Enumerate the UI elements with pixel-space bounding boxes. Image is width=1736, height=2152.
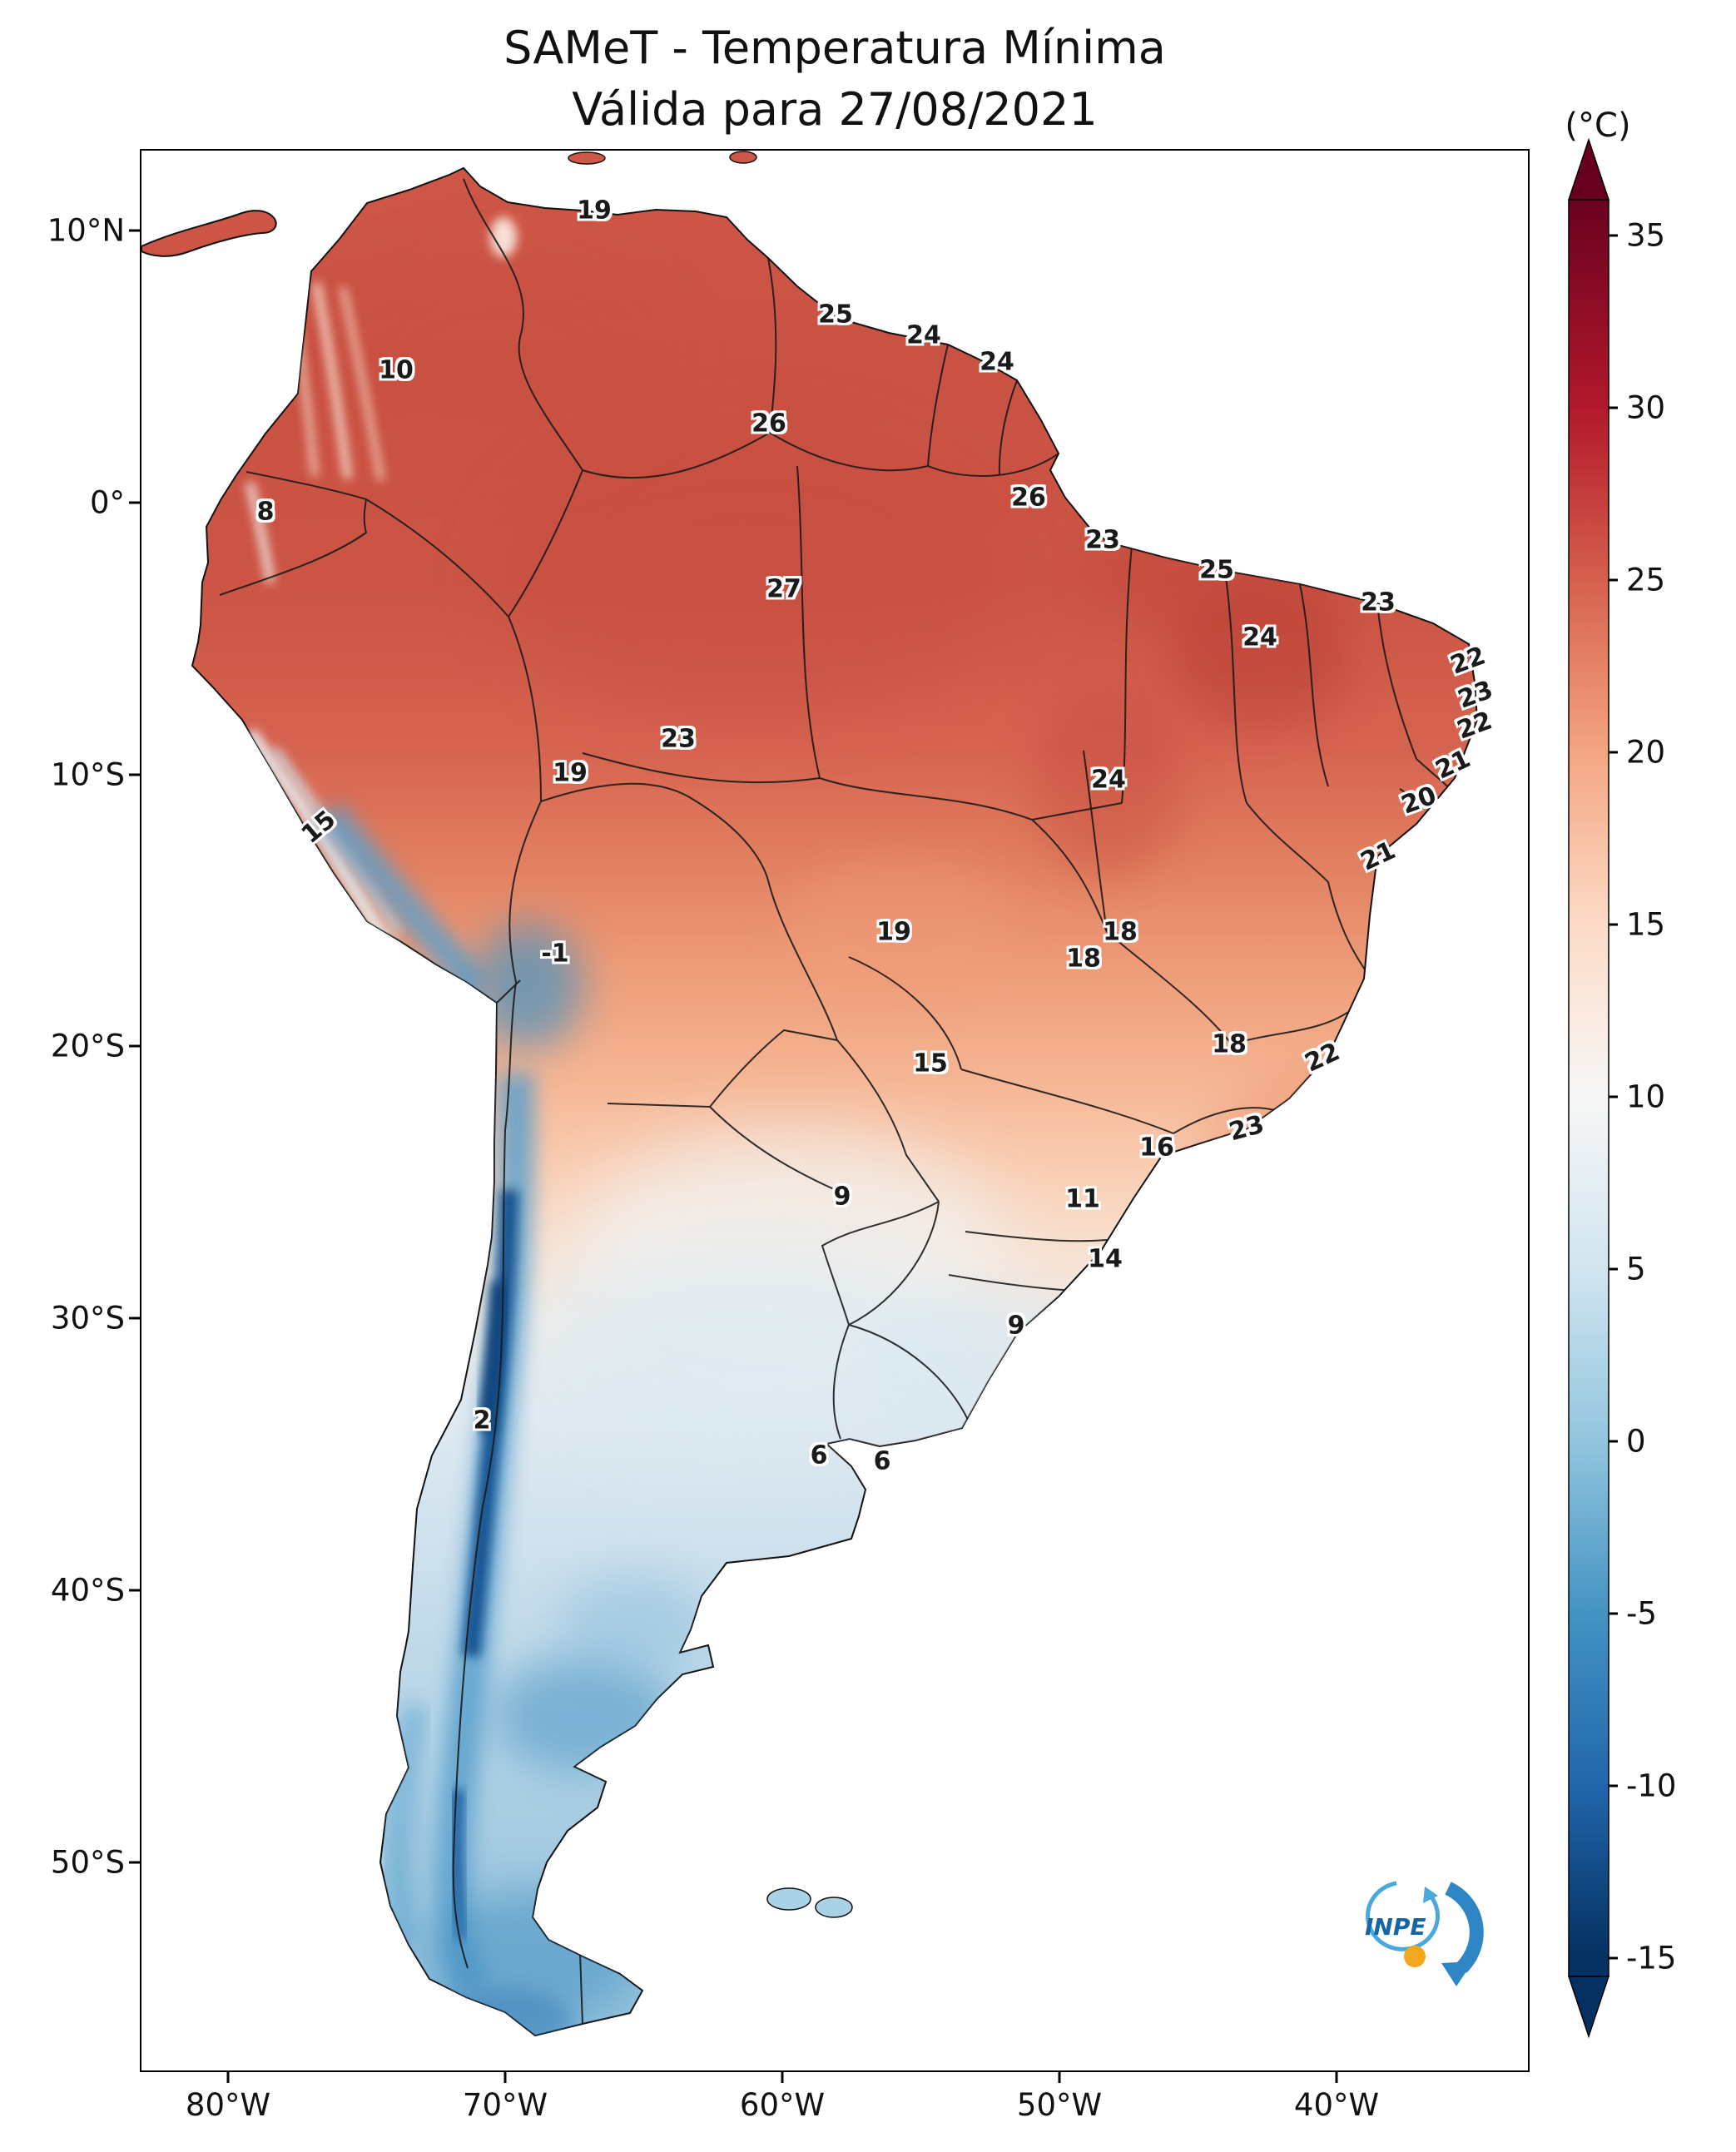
- inpe-logo: INPE: [1365, 1881, 1484, 1986]
- south-america-temperature-map: [141, 151, 1479, 2037]
- x-tick-label: 60°W: [739, 2087, 826, 2123]
- inpe-logo-text: INPE: [1365, 1913, 1426, 1941]
- y-tick-label: 50°S: [50, 1844, 125, 1881]
- inpe-swirl-icon: [1366, 1881, 1440, 1951]
- y-tick-label: 30°S: [50, 1300, 125, 1336]
- colorbar-bottom-arrow: [1567, 1976, 1610, 2039]
- y-tick-mark: [129, 1044, 140, 1048]
- falkland-island: [766, 1887, 811, 1911]
- inpe-orange-dot-icon: [1404, 1946, 1426, 1967]
- x-tick-label: 40°W: [1293, 2087, 1380, 2123]
- y-tick-label: 20°S: [50, 1028, 125, 1064]
- x-tick-label: 50°W: [1016, 2087, 1103, 2123]
- y-tick-label: 10°N: [47, 212, 125, 249]
- x-tick-label: 70°W: [462, 2087, 548, 2123]
- chart-title: SAMeT - Temperatura Mínima: [503, 22, 1166, 74]
- colorbar-top-arrow: [1567, 137, 1610, 201]
- x-tick-label: 80°W: [185, 2087, 271, 2123]
- inpe-swirl-arrowhead-icon: [1423, 1887, 1438, 1903]
- y-tick-mark: [129, 1316, 140, 1320]
- y-tick-mark: [129, 1861, 140, 1864]
- colorbar: [1567, 137, 1610, 2039]
- y-tick-label: 40°S: [50, 1572, 125, 1609]
- caribbean-island: [568, 151, 606, 165]
- colorbar-unit-label: (°C): [1565, 107, 1631, 145]
- y-tick-label: 10°S: [50, 756, 125, 793]
- inpe-arrow-icon: [1444, 1882, 1484, 1974]
- y-tick-mark: [129, 229, 140, 232]
- panama-fragment: [141, 210, 277, 257]
- falkland-island: [815, 1897, 853, 1918]
- map-plot-area: [140, 149, 1530, 2072]
- inpe-arrowhead-icon: [1441, 1961, 1473, 1986]
- chart-subtitle: Válida para 27/08/2021: [572, 83, 1098, 136]
- y-tick-mark: [129, 1589, 140, 1592]
- y-tick-mark: [129, 773, 140, 776]
- colorbar-gradient-bar: [1568, 199, 1610, 1977]
- y-tick-mark: [129, 501, 140, 504]
- y-tick-label: 0°: [89, 484, 125, 521]
- caribbean-island: [729, 151, 757, 164]
